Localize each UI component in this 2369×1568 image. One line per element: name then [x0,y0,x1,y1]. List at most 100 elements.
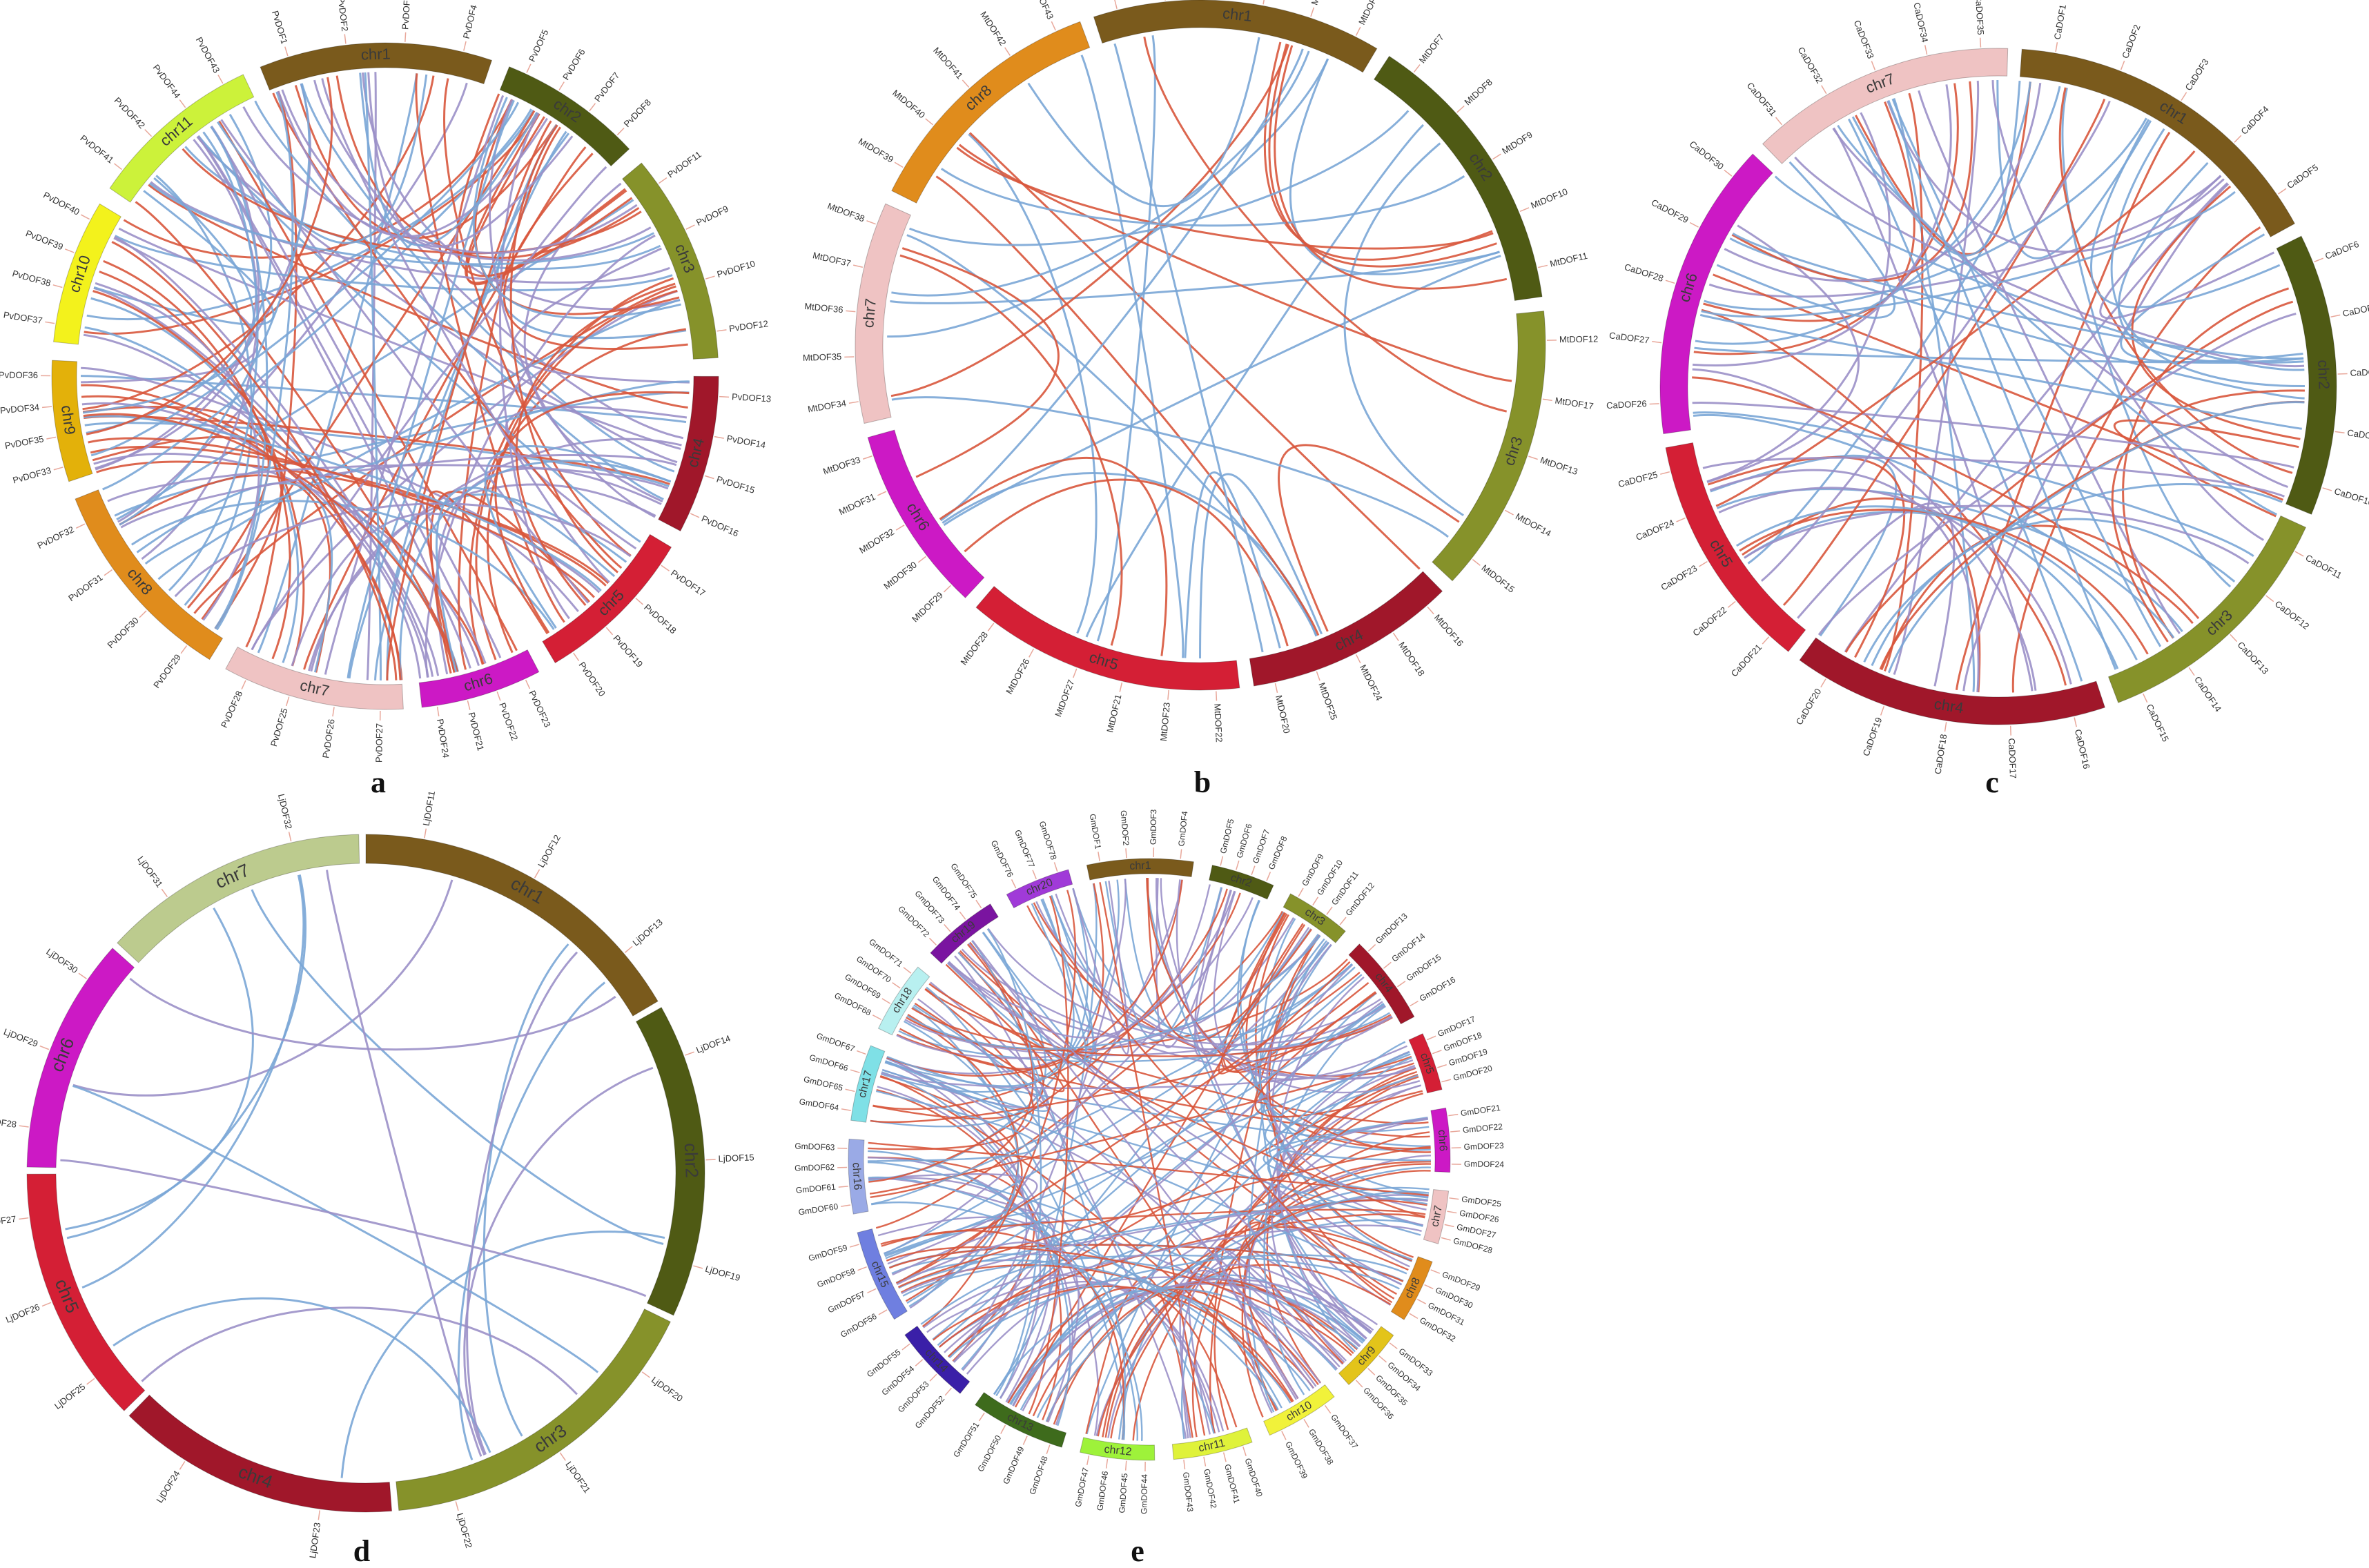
gene-label: MtDOF21 [1104,694,1123,734]
gene-tick [605,627,614,636]
chromosome-chr19 [930,903,999,964]
gene-tick [1180,849,1182,859]
gene-tick [161,888,168,897]
gene-tick [849,1244,859,1248]
gene-tick [661,565,670,571]
synteny-link [911,1007,1393,1057]
gene-tick [704,475,714,480]
synteny-link [242,106,652,262]
gene-tick [1053,862,1058,872]
gene-label: MtDOF41 [931,45,965,81]
gene-label: MtDOF28 [958,629,990,667]
gene-tick [1086,1456,1090,1466]
gene-tick [436,706,440,717]
gene-label: PvDOF8 [622,97,653,129]
gene-label: PvDOF23 [527,689,553,729]
circos-panel-a: chr1chr2chr3chr4chr5chr6chr7chr8chr9chr1… [0,0,772,799]
synteny-link [1817,313,2297,636]
chromosome-label: chr16 [850,1162,863,1190]
gene-tick [2330,314,2341,318]
chromosome-chr8 [75,489,224,660]
gene-tick [1073,668,1078,678]
gene-tick [877,491,887,496]
synteny-link [66,874,306,1239]
gene-label: PvDOF28 [219,689,244,729]
synteny-link [899,883,1104,1070]
gene-tick [1871,61,1876,70]
synteny-link [1267,1117,1428,1236]
gene-tick [1979,37,1982,48]
gene-tick [2188,667,2195,676]
gene-label: PvDOF22 [497,701,520,742]
gene-tick [241,680,246,689]
gene-tick [104,569,113,576]
gene-tick [1924,45,1928,55]
synteny-link [72,879,454,1097]
gene-label: CaDOF14 [2192,674,2223,714]
synteny-link [1891,98,2162,647]
synteny-link [940,168,1465,227]
gene-label: CaDOF21 [1729,642,1764,678]
chromosome-chr6 [418,649,540,708]
gene-tick [1432,1050,1442,1055]
synteny-link [90,297,300,663]
gene-label: PvDOF21 [467,711,487,752]
gene-label: GmDOF57 [826,1289,867,1315]
chromosome-chr4 [1348,943,1415,1025]
gene-label: MtDOF7 [1417,32,1446,66]
synteny-link [80,375,687,424]
synteny-link [174,502,632,598]
gene-tick [2181,92,2187,101]
gene-label: PvDOF42 [113,95,148,130]
gene-tick [113,163,122,170]
gene-label: MtDOF40 [890,88,927,120]
chromosome-chr7 [117,834,360,963]
gene-tick [180,645,188,654]
synteny-link [1707,456,1906,658]
gene-label: PvDOF3 [400,0,412,30]
synteny-link [1035,901,1416,1080]
synteny-link [324,95,505,675]
gene-label: CaDOF11 [2304,552,2344,580]
synteny-link [1832,128,2288,488]
synteny-link [1884,92,1924,672]
synteny-link [367,72,574,248]
gene-label: GmDOF47 [1073,1467,1091,1508]
gene-label: GmDOF61 [795,1182,836,1195]
synteny-link [971,939,1314,1389]
gene-label: MtDOF32 [857,527,896,556]
chromosome-label: chr1 [1129,860,1151,872]
synteny-link [113,1297,491,1453]
gene-tick [1727,600,1736,608]
chromosome-chr12 [1079,1437,1156,1461]
gene-label: PvDOF32 [36,524,76,551]
gene-label: CaDOF15 [2145,703,2172,743]
synteny-link [1692,376,2194,625]
synteny-link [1009,1041,1406,1405]
synteny-link [308,438,682,672]
synteny-link [1343,142,1464,517]
gene-label: GmDOF28 [1452,1235,1494,1255]
gene-label: GmDOF45 [1117,1473,1129,1513]
synteny-link [1033,902,1393,1304]
synteny-link [150,181,670,284]
synteny-link [425,234,656,678]
gene-tick [1676,517,1686,522]
gene-tick [1397,981,1406,988]
gene-label: PvDOF41 [78,133,115,165]
gene-label: CaDOF32 [1795,45,1825,85]
synteny-link [1706,112,1891,483]
synteny-link [1887,401,2305,674]
synteny-link [484,445,672,629]
gene-label: PvDOF44 [151,62,183,100]
synteny-link [956,146,1494,250]
gene-tick [1028,648,1035,658]
gene-label: PvDOF34 [0,402,40,415]
gene-tick [685,1051,694,1056]
gene-label: CaDOF19 [1861,716,1884,757]
synteny-link [464,113,626,284]
chromosome-chr11 [109,74,255,203]
synteny-link [1693,84,1952,366]
synteny-link [1735,505,2119,669]
